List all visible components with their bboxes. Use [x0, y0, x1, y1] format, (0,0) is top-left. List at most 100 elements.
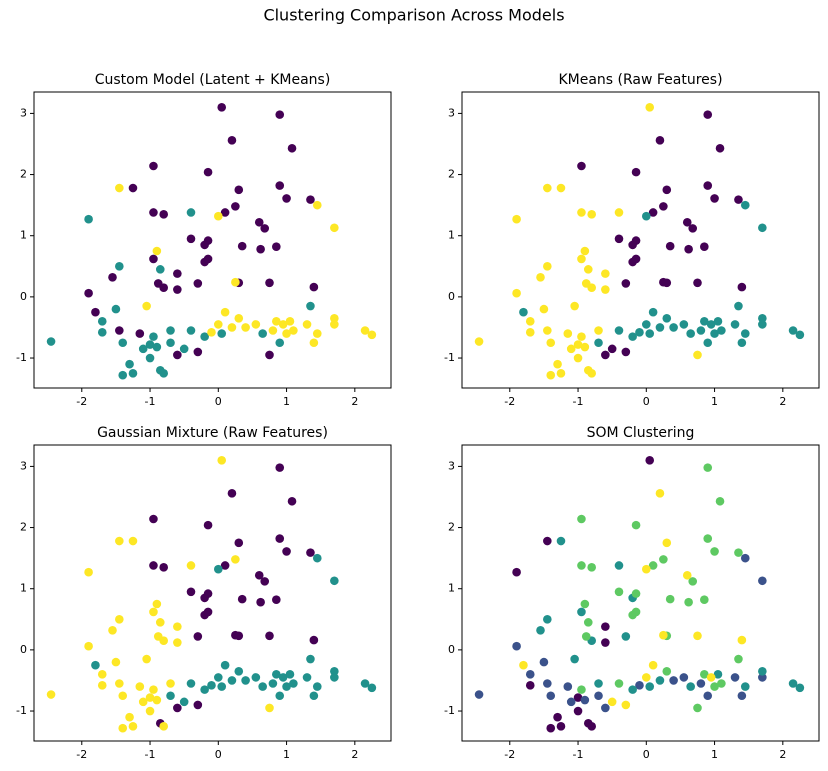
point	[577, 561, 586, 570]
point	[556, 183, 566, 193]
plot-title: SOM Clustering	[587, 425, 695, 441]
point	[360, 679, 370, 688]
point	[688, 224, 698, 233]
point	[115, 261, 124, 271]
point	[737, 635, 747, 645]
point	[601, 285, 610, 294]
point	[159, 636, 168, 646]
point	[231, 555, 240, 564]
point	[795, 330, 805, 340]
point	[580, 695, 590, 705]
y-tick-label: 1	[448, 229, 455, 242]
point	[662, 278, 672, 288]
point	[577, 514, 586, 524]
point	[256, 244, 265, 254]
point	[268, 679, 278, 688]
point	[200, 593, 209, 603]
point	[580, 246, 590, 256]
point	[179, 344, 189, 354]
x-tick-label: -1	[145, 748, 156, 761]
point	[203, 607, 213, 617]
point	[795, 683, 805, 693]
y-tick-label: 1	[448, 582, 455, 595]
x-tick-label: 1	[711, 748, 718, 761]
point	[525, 670, 535, 679]
point	[573, 353, 583, 363]
point	[621, 279, 631, 288]
point	[186, 208, 196, 217]
point	[587, 369, 596, 378]
point	[758, 223, 767, 233]
point	[173, 638, 182, 647]
point	[186, 561, 196, 570]
point	[282, 682, 291, 691]
point	[272, 317, 281, 326]
point	[330, 666, 339, 676]
x-tick-label: 2	[779, 395, 786, 408]
point	[607, 344, 617, 354]
point	[682, 217, 692, 227]
point	[734, 654, 743, 664]
point	[227, 323, 237, 332]
point	[655, 323, 665, 332]
point	[635, 681, 644, 690]
point	[265, 631, 274, 641]
point	[594, 338, 603, 348]
point	[587, 283, 596, 293]
point	[142, 301, 151, 311]
point	[645, 682, 655, 691]
point	[734, 301, 743, 311]
point	[108, 273, 117, 282]
point	[710, 329, 719, 338]
point	[566, 697, 576, 707]
point	[91, 307, 100, 317]
point	[648, 208, 658, 217]
point	[512, 214, 521, 224]
point	[275, 110, 285, 119]
point	[159, 369, 168, 378]
y-tick-label: 3	[20, 106, 27, 119]
point	[577, 332, 586, 341]
point	[601, 622, 610, 631]
point	[302, 673, 312, 682]
point	[287, 143, 297, 153]
point	[543, 536, 552, 546]
point	[655, 136, 665, 145]
point	[84, 214, 93, 224]
point	[553, 359, 562, 369]
point	[525, 317, 535, 326]
point	[546, 370, 556, 380]
point	[142, 654, 151, 664]
x-tick-label: 2	[351, 395, 358, 408]
point	[309, 691, 319, 701]
point	[145, 706, 155, 716]
point	[710, 682, 719, 691]
point	[679, 673, 689, 682]
point	[46, 337, 56, 346]
point	[149, 514, 158, 524]
point	[543, 261, 552, 271]
point	[703, 110, 713, 119]
point	[758, 673, 767, 682]
point	[278, 320, 288, 329]
point	[237, 241, 247, 251]
point	[149, 607, 158, 617]
point	[566, 344, 576, 354]
point	[237, 594, 247, 604]
point	[614, 561, 624, 570]
point	[631, 607, 641, 617]
point	[543, 183, 552, 193]
point	[108, 626, 117, 635]
point	[700, 670, 709, 679]
point	[193, 700, 203, 710]
point	[693, 278, 702, 288]
point	[330, 576, 339, 586]
y-tick-label: 2	[448, 521, 455, 534]
point	[601, 638, 610, 647]
y-tick-label: -1	[16, 704, 27, 717]
x-tick-label: 2	[351, 748, 358, 761]
point	[474, 337, 484, 346]
point	[614, 587, 624, 597]
point	[91, 660, 100, 670]
point	[173, 350, 182, 360]
